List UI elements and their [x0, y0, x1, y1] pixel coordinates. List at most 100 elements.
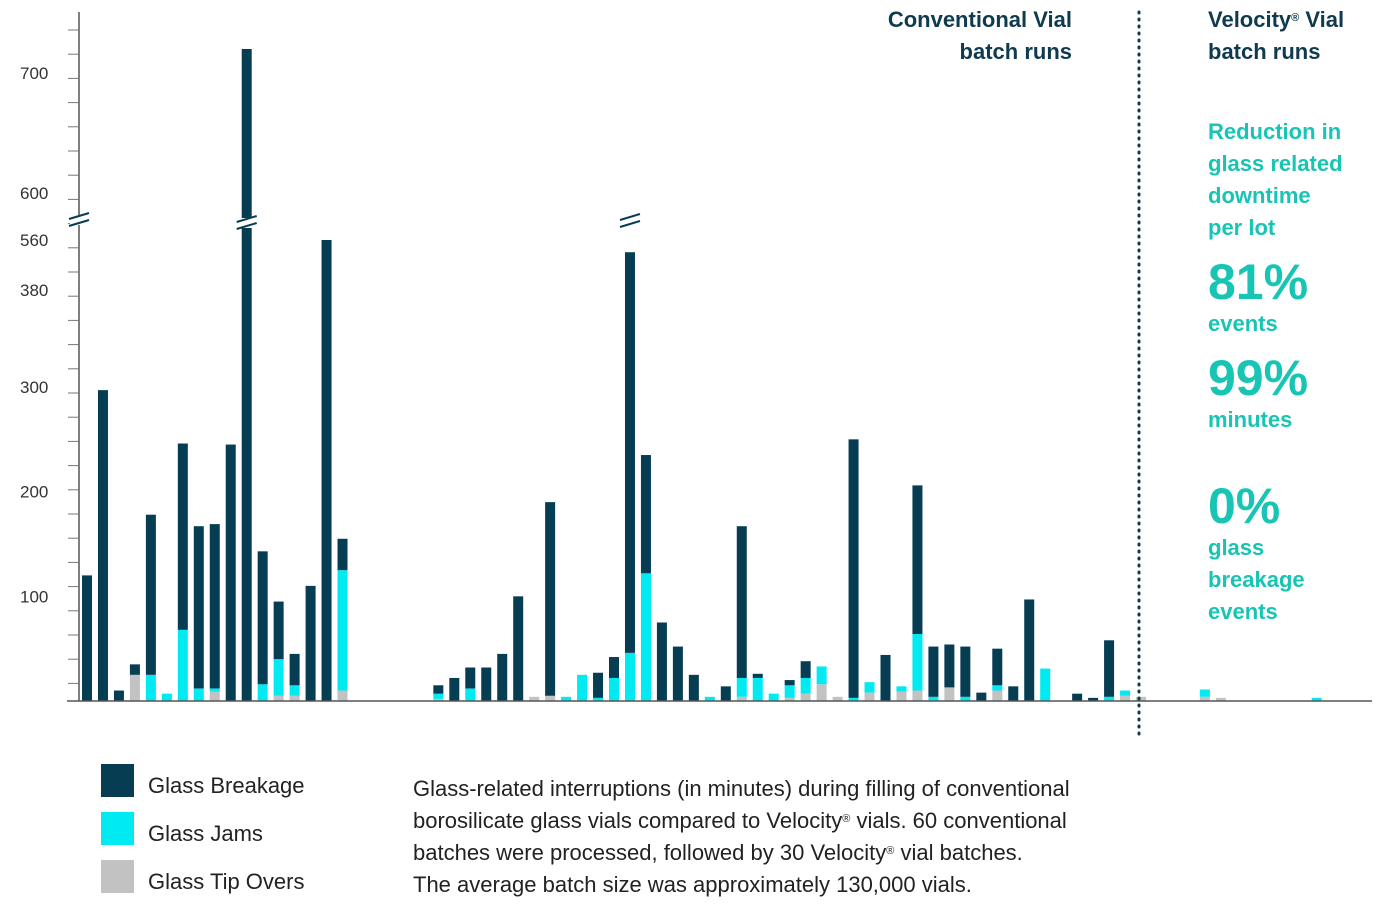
caption-line: batches were processed, followed by 30 V… [413, 837, 1313, 869]
axis-break-slash [619, 220, 641, 228]
velocity-header-mark: ® [1291, 12, 1300, 24]
caption-line: The average batch size was approximately… [413, 872, 972, 897]
velocity-header-suffix: Vial [1299, 7, 1345, 32]
caption-text: batches were processed, followed by 30 V… [413, 840, 887, 865]
legend-label: Glass Tip Overs [148, 869, 305, 894]
y-tick-label: 600 [20, 184, 48, 203]
bar-jams [1199, 689, 1210, 697]
bar-breakage [481, 667, 492, 701]
stat-breakage-label-line: events [1208, 599, 1278, 624]
bar-jams [465, 688, 476, 701]
axis-break-gap [70, 215, 88, 225]
legend-label: Glass Breakage [148, 773, 305, 798]
bar-jams [912, 634, 923, 691]
bars [82, 49, 1322, 701]
bar-breakage [82, 575, 92, 701]
chart-caption: Glass-related interruptions (in minutes)… [413, 773, 1313, 901]
y-tick-label: 380 [20, 281, 48, 300]
bar-breakage [113, 690, 124, 701]
bar-breakage [305, 585, 316, 701]
bar-tipovers [784, 697, 795, 701]
axis-break-slash [236, 222, 257, 230]
bar-jams [273, 659, 284, 696]
bar-jams [752, 677, 763, 701]
bar-tipovers [289, 695, 300, 701]
y-tick-label: 200 [20, 483, 48, 502]
y-tick-label: 560 [20, 231, 48, 250]
bar-breakage [1104, 640, 1115, 697]
legend-swatch-tipovers [101, 860, 134, 893]
bar-breakage [928, 646, 939, 697]
bar-jams [960, 696, 971, 701]
bar-breakage [720, 686, 731, 701]
bar-breakage [609, 657, 620, 678]
caption-line: Glass-related interruptions (in minutes)… [413, 776, 1070, 801]
bar-tipovers [896, 691, 907, 701]
caption-line: borosilicate glass vials compared to Vel… [413, 805, 1313, 837]
bar-breakage [1088, 697, 1099, 701]
bar-jams [145, 674, 156, 701]
bar-breakage [736, 526, 747, 678]
bar-breakage [241, 49, 252, 701]
bar-jams [1104, 696, 1115, 701]
bar-jams [784, 685, 795, 698]
bar-tipovers [1215, 697, 1226, 701]
bar-tipovers [273, 695, 284, 701]
bar-tipovers [944, 687, 955, 701]
caption-text: vial batches. [894, 840, 1023, 865]
bar-breakage [177, 443, 188, 630]
bar-breakage [1008, 686, 1019, 701]
bar-jams [704, 696, 715, 701]
bar-breakage [449, 677, 460, 701]
bar-tipovers [800, 693, 811, 701]
bar-breakage [97, 390, 108, 701]
stat-breakage-label-line: breakage [1208, 567, 1305, 592]
bar-jams [800, 677, 811, 694]
chart: 100 200 300 380 560 600 700 [20, 10, 1372, 740]
bar-jams [609, 677, 620, 701]
bar-breakage [497, 653, 508, 701]
stat-events-value: 81% [1208, 254, 1309, 310]
bar-breakage [992, 648, 1003, 686]
y-tick-label: 300 [20, 378, 48, 397]
bar-jams [193, 688, 204, 701]
stat-minutes-value: 99% [1208, 350, 1309, 406]
bar-tipovers [545, 695, 556, 701]
axis-break-slash [236, 215, 257, 223]
stats-intro-line: downtime [1208, 183, 1311, 208]
bar-jams [864, 682, 875, 693]
bar-tipovers [1199, 696, 1210, 701]
y-tick-label: 100 [20, 587, 48, 606]
y-axis [68, 12, 80, 701]
stat-breakage-label: glass breakage events [1208, 532, 1378, 628]
bar-breakage [752, 673, 763, 678]
bar-breakage [209, 524, 220, 689]
bar-jams [1040, 668, 1051, 701]
bar-jams [257, 684, 268, 701]
bar-tipovers [209, 691, 220, 701]
bar-breakage [688, 674, 699, 701]
bar-breakage [880, 654, 891, 701]
bar-breakage [672, 646, 683, 701]
bar-breakage [640, 455, 651, 574]
conventional-header-line1: Conventional Vial [887, 7, 1072, 32]
bar-jams [209, 688, 220, 692]
bar-jams [768, 693, 779, 701]
bar-breakage [976, 692, 987, 701]
caption-text: vials. 60 conventional [850, 808, 1067, 833]
bar-tipovers [1120, 695, 1131, 701]
bar-breakage [257, 551, 268, 685]
bar-breakage [784, 680, 795, 686]
bar-jams [896, 686, 907, 692]
stats-intro-line: glass related [1208, 151, 1343, 176]
bar-breakage [593, 672, 604, 698]
axis-break-gap [237, 218, 256, 228]
bar-breakage [513, 596, 524, 701]
bar-breakage [545, 502, 556, 696]
bar-tipovers [816, 684, 827, 701]
velocity-header-line1: Velocity® Vial [1208, 4, 1378, 36]
bar-jams [1120, 690, 1131, 696]
bar-jams [177, 629, 188, 701]
y-tick-label: 700 [20, 64, 48, 83]
axis-break-slash [68, 212, 90, 220]
